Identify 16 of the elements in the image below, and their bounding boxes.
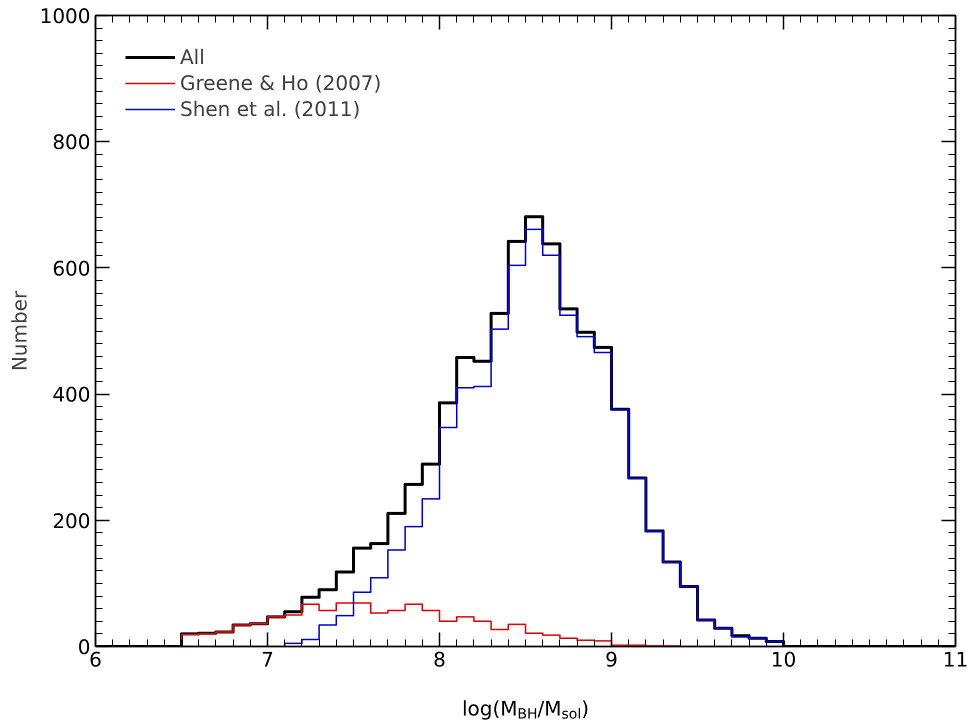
- y-tick-label: 400: [52, 382, 91, 407]
- y-tick-label: 1000: [40, 4, 91, 28]
- x-tick-label: 10: [770, 648, 796, 672]
- legend-label: Shen et al. (2011): [180, 97, 360, 121]
- x-tick-label: 9: [605, 648, 618, 672]
- legend-label: All: [180, 45, 205, 69]
- y-tick-label: 600: [52, 256, 91, 280]
- x-tick-label: 6: [89, 648, 102, 672]
- y-tick-label: 800: [52, 130, 91, 154]
- y-axis-title: Number: [8, 290, 32, 372]
- x-tick-label: 7: [261, 648, 274, 672]
- y-tick-label: 0: [78, 635, 91, 659]
- x-tick-label: 8: [433, 648, 446, 672]
- x-tick-label: 11: [942, 648, 968, 672]
- legend-label: Greene & Ho (2007): [180, 71, 382, 95]
- y-tick-label: 200: [52, 508, 91, 533]
